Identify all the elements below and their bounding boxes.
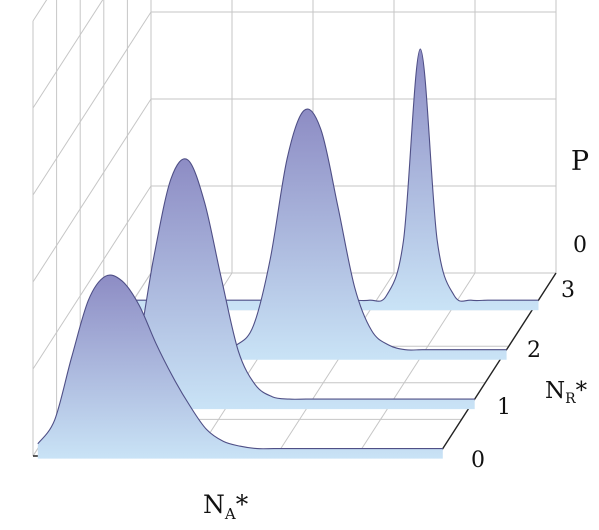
ridge-series [37, 48, 539, 459]
y-axis-label-suffix: * [576, 378, 588, 404]
y-axis-label: NR* [545, 378, 588, 407]
ridge-area-2 [101, 109, 507, 360]
x-axis-label: NA* [203, 490, 249, 523]
x-axis-label-suffix: * [236, 490, 249, 519]
y-tick-label-3: 3 [561, 278, 575, 303]
z-axis-label: P [571, 146, 589, 177]
left-wall-gridline-depth [32, 11, 152, 196]
y-tick-label-2: 2 [527, 338, 541, 363]
x-axis-label-main: N [203, 490, 225, 519]
y-axis-label-main: N [545, 378, 565, 404]
ridge-area-1 [69, 158, 475, 410]
y-axis-label-sub: R [565, 391, 576, 407]
y-tick-label-0: 0 [471, 448, 485, 473]
ridge-line-0 [37, 274, 443, 450]
x-axis-label-sub: A [224, 505, 236, 523]
y-tick-label-1: 1 [497, 395, 511, 420]
ridge-area-3 [133, 49, 539, 311]
ridge-area-0 [37, 275, 443, 459]
left-wall-gridline-depth [32, 0, 48, 22]
left-wall-gridline-depth [32, 185, 152, 370]
z-tick-label: 0 [573, 233, 587, 258]
left-wall-gridline-depth [32, 98, 152, 283]
left-wall-gridline-depth [32, 0, 104, 109]
